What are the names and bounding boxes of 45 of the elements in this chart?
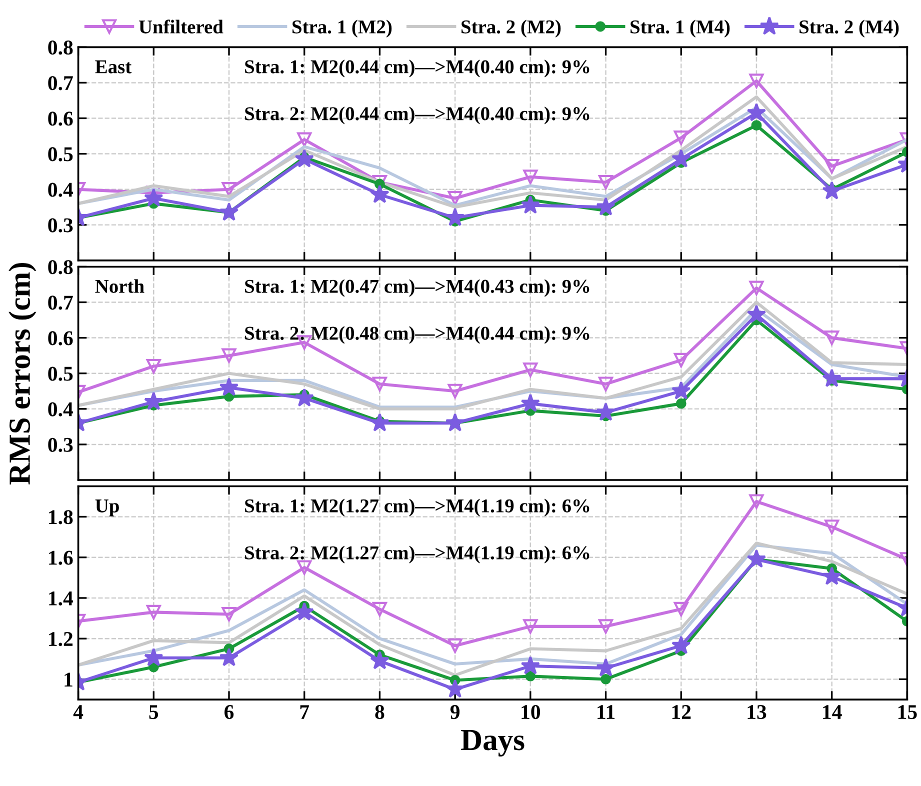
legend-label: Stra. 1 (M2)	[292, 20, 392, 38]
y-tick-label: 1.8	[49, 510, 73, 524]
legend-label: Unfiltered	[138, 20, 224, 34]
y-tick-label: 1.2	[49, 632, 73, 646]
x-tick-label: 5	[149, 705, 158, 720]
y-tick-label: 0.4	[48, 182, 74, 197]
annotation: Stra. 2: M2(0.48 cm)—>M4(0.44 cm): 9%	[245, 326, 590, 344]
annotation: Stra. 1: M2(1.27 cm)—>M4(1.19 cm): 6%	[245, 498, 590, 516]
annotation: Up	[95, 500, 119, 516]
x-tick-label: 7	[300, 705, 310, 719]
y-tick-label: 0.5	[48, 366, 73, 381]
y-tick-label: 0.6	[48, 112, 73, 126]
legend-label: Stra. 2 (M4)	[800, 20, 899, 38]
annotation: North	[95, 279, 144, 293]
y-tick-label: 0.4	[48, 402, 74, 416]
y-tick-label: 0.7	[48, 76, 73, 90]
x-tick-label: 14	[823, 705, 842, 719]
y-tick-label: 0.7	[48, 296, 73, 310]
x-tick-label: 8	[375, 705, 384, 720]
annotation: Stra. 2: M2(1.27 cm)—>M4(1.19 cm): 6%	[245, 546, 590, 564]
annotation: Stra. 1: M2(0.44 cm)—>M4(0.40 cm): 9%	[245, 60, 590, 78]
y-tick-label: 1	[64, 672, 72, 686]
annotation: East	[95, 60, 132, 74]
x-tick-label: 10	[522, 705, 540, 720]
annotation: Stra. 1: M2(0.47 cm)—>M4(0.43 cm): 9%	[245, 279, 590, 297]
legend-label: Stra. 2 (M2)	[462, 20, 561, 38]
y-tick-label: 0.8	[48, 260, 73, 274]
annotation: Stra. 2: M2(0.44 cm)—>M4(0.40 cm): 9%	[245, 106, 590, 124]
x-axis-title: Days	[461, 730, 524, 757]
y-tick-label: 0.8	[48, 40, 73, 55]
x-tick-label: 15	[898, 705, 917, 720]
y-tick-label: 0.3	[48, 218, 73, 232]
y-tick-label: 1.4	[49, 591, 74, 606]
x-tick-label: 11	[598, 705, 615, 719]
y-tick-label: 0.3	[48, 438, 73, 452]
y-tick-label: 1.6	[49, 550, 73, 565]
y-axis-title: RMS errors (cm)	[8, 262, 36, 485]
y-tick-label: 0.6	[48, 331, 73, 346]
x-tick-label: 4	[73, 705, 84, 719]
x-tick-label: 12	[672, 705, 691, 719]
legend-label: Stra. 1 (M4)	[630, 20, 730, 38]
x-tick-label: 6	[224, 705, 234, 720]
x-tick-label: 13	[748, 705, 766, 720]
y-tick-label: 0.5	[48, 147, 73, 162]
x-tick-label: 9	[450, 705, 460, 720]
